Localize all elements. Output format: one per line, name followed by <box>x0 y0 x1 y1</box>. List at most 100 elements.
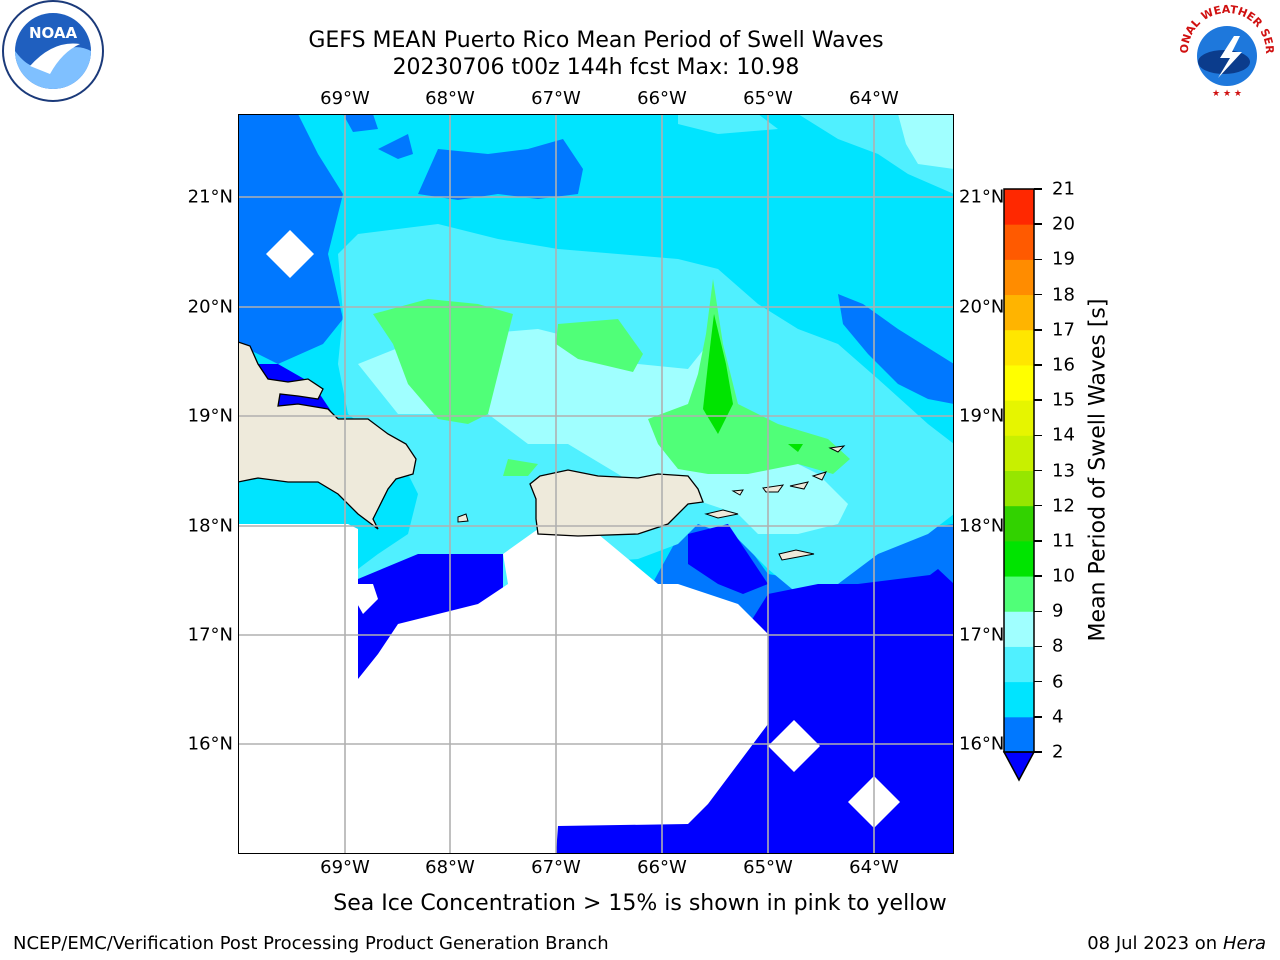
puerto-rico-land <box>529 469 704 537</box>
colorbar-tick-label: 11 <box>1052 530 1075 552</box>
colorbar-tick-label: 9 <box>1052 600 1064 622</box>
colorbar-tick-label: 2 <box>1052 741 1064 763</box>
colorbar-segment <box>1004 611 1034 647</box>
colorbar-tick-label: 4 <box>1052 706 1064 728</box>
map-title: GEFS MEAN Puerto Rico Mean Period of Swe… <box>308 28 884 53</box>
colorbar-tick-label: 6 <box>1052 671 1064 693</box>
colorbar-segment <box>1004 224 1034 260</box>
colorbar-segment <box>1004 189 1034 225</box>
colorbar-segment <box>1004 576 1034 612</box>
band-9-10-west <box>373 299 513 424</box>
colorbar-segment <box>1004 294 1034 331</box>
colorbar-under-arrow <box>1002 751 1036 782</box>
lon-label-top: 68°W <box>425 88 475 109</box>
colorbar-tick-mark <box>1034 223 1042 225</box>
band-9-10-patch <box>503 459 538 476</box>
lon-label-bottom: 65°W <box>743 857 793 878</box>
colorbar-segment <box>1004 681 1034 718</box>
colorbar-tick-label: 14 <box>1052 424 1075 446</box>
lat-label-right: 21°N <box>959 186 1005 208</box>
lat-label-left: 19°N <box>187 405 233 427</box>
colorbar-segment <box>1004 329 1034 366</box>
colorbar-tick-label: 16 <box>1052 354 1075 376</box>
colorbar-tick-label: 21 <box>1052 178 1075 200</box>
colorbar-tick-label: 13 <box>1052 460 1075 481</box>
lat-label-left: 16°N <box>187 733 233 755</box>
band-9-10-east <box>648 279 850 474</box>
lon-label-bottom: 64°W <box>849 857 899 878</box>
colorbar-tick-mark <box>1034 258 1042 261</box>
mask-south <box>238 529 768 854</box>
colorbar-tick-mark <box>1034 364 1042 366</box>
footer-date: 08 Jul 2023 on Hera <box>1087 933 1266 954</box>
sea-ice-note: Sea Ice Concentration > 15% is shown in … <box>333 891 947 916</box>
colorbar-tick-label: 20 <box>1052 213 1075 235</box>
colorbar-tick-mark <box>1034 399 1042 401</box>
colorbar-tick-mark <box>1034 575 1042 577</box>
st-croix-island <box>778 549 815 561</box>
mask-diamond-1 <box>266 230 314 278</box>
nws-logo: NATIONAL WEATHER SERVICE ★ ★ ★ <box>1176 2 1276 99</box>
mask-diamond-2 <box>768 720 820 772</box>
band-2-4-east <box>838 294 954 404</box>
lat-label-right: 16°N <box>959 733 1005 755</box>
band-9-10-central <box>556 319 643 372</box>
noaa-logo-text: NOAA <box>29 24 78 42</box>
lat-label-right: 18°N <box>959 515 1005 537</box>
hispaniola-land <box>238 341 417 530</box>
lon-label-bottom: 67°W <box>531 857 581 878</box>
lon-label-bottom: 69°W <box>320 857 370 878</box>
swell-period-map <box>238 114 954 854</box>
colorbar-tick-mark <box>1034 716 1042 718</box>
lon-label-bottom: 68°W <box>425 857 475 878</box>
band-6-8-top <box>678 114 778 134</box>
colorbar-segment <box>1004 435 1034 471</box>
culebra-island <box>731 489 744 496</box>
colorbar-tick-mark <box>1034 504 1042 507</box>
lon-label-top: 65°W <box>743 88 793 109</box>
band-8-9-northeast <box>898 114 954 169</box>
colorbar-segment <box>1004 400 1034 436</box>
lon-label-top: 67°W <box>531 88 581 109</box>
colorbar-label: Mean Period of Swell Waves [s] <box>1085 298 1111 642</box>
colorbar-tick-mark <box>1034 188 1042 190</box>
lat-label-left: 21°N <box>187 186 233 208</box>
colorbar-tick-mark <box>1034 610 1042 612</box>
colorbar-tick-label: 8 <box>1052 635 1064 657</box>
colorbar-tick-label: 19 <box>1052 248 1075 270</box>
colorbar <box>1002 188 1036 782</box>
lat-label-left: 18°N <box>187 515 233 537</box>
colorbar-tick-mark <box>1034 293 1042 296</box>
band-under-2-patch <box>918 569 954 604</box>
lat-label-left: 17°N <box>187 624 233 646</box>
band-10-11-patch <box>788 444 803 452</box>
band-2-4-north-patch <box>378 134 413 159</box>
lat-label-right: 17°N <box>959 624 1005 646</box>
lat-label-right: 20°N <box>959 296 1005 318</box>
colorbar-tick-mark <box>1034 751 1042 753</box>
svg-text:★ ★ ★: ★ ★ ★ <box>1212 89 1242 99</box>
map-subtitle: 20230706 t00z 144h fcst Max: 10.98 <box>392 55 800 80</box>
colorbar-segment <box>1004 364 1034 401</box>
colorbar-segment <box>1004 646 1034 683</box>
vieques-island <box>704 509 739 519</box>
lon-label-top: 64°W <box>849 88 899 109</box>
lat-label-right: 19°N <box>959 405 1005 427</box>
colorbar-segment <box>1004 505 1034 542</box>
footer-host: Hera <box>1222 933 1266 954</box>
colorbar-tick-mark <box>1034 434 1042 437</box>
lat-label-left: 20°N <box>187 296 233 318</box>
colorbar-tick-label: 12 <box>1052 495 1075 517</box>
virgin-islands <box>762 445 846 493</box>
lon-label-top: 66°W <box>637 88 687 109</box>
noaa-logo: NOAA <box>2 0 104 102</box>
mona-island <box>457 513 469 523</box>
band-2-4-top <box>343 114 378 132</box>
colorbar-tick-label: 17 <box>1052 319 1075 341</box>
colorbar-tick-label: 15 <box>1052 389 1075 411</box>
colorbar-segment <box>1004 540 1034 577</box>
colorbar-tick-label: 10 <box>1052 565 1075 587</box>
colorbar-tick-mark <box>1034 645 1042 648</box>
band-under-2-east <box>688 524 768 594</box>
colorbar-tick-mark <box>1034 680 1042 683</box>
